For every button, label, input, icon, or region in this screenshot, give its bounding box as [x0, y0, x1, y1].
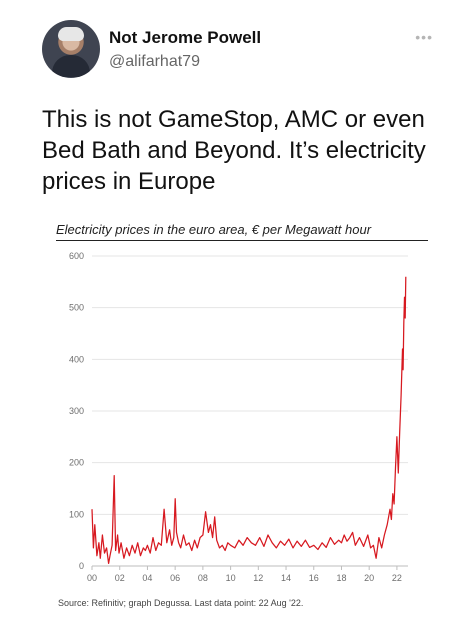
user-handle[interactable]: @alifarhat79: [109, 53, 200, 70]
x-tick-label: 00: [87, 573, 97, 583]
x-tick-label: 04: [142, 573, 152, 583]
y-tick-label: 0: [79, 561, 84, 571]
x-tick-label: 08: [198, 573, 208, 583]
tweet-header: Not Jerome Powell @alifarhat79 •••: [42, 20, 442, 80]
y-tick-label: 200: [69, 458, 84, 468]
y-tick-label: 600: [69, 251, 84, 261]
tweet-text: This is not GameStop, AMC or even Bed Ba…: [42, 106, 426, 195]
x-tick-label: 14: [281, 573, 291, 583]
y-tick-label: 300: [69, 406, 84, 416]
display-name[interactable]: Not Jerome Powell: [109, 28, 262, 47]
x-tick-label: 20: [364, 573, 374, 583]
y-tick-label: 500: [69, 303, 84, 313]
x-tick-label: 10: [226, 573, 236, 583]
price-series-line: [91, 276, 407, 565]
chart-card: Electricity prices in the euro area, € p…: [52, 218, 436, 614]
title-rule: [56, 240, 428, 241]
y-tick-label: 400: [69, 354, 84, 364]
more-horizontal-icon[interactable]: •••: [415, 29, 433, 45]
chart-title: Electricity prices in the euro area, € p…: [56, 222, 372, 237]
x-tick-label: 02: [115, 573, 125, 583]
x-tick-label: 18: [336, 573, 346, 583]
x-tick-label: 12: [253, 573, 263, 583]
avatar[interactable]: [42, 20, 100, 78]
x-tick-label: 22: [392, 573, 402, 583]
x-tick-label: 06: [170, 573, 180, 583]
chart-source: Source: Refinitiv; graph Degussa. Last d…: [58, 598, 304, 608]
x-tick-label: 16: [309, 573, 319, 583]
y-tick-label: 100: [69, 509, 84, 519]
electricity-price-chart: 0 100 200 300 400 500 600 00 02 04 06 08 10 12 14 16 18 2…: [69, 251, 408, 583]
